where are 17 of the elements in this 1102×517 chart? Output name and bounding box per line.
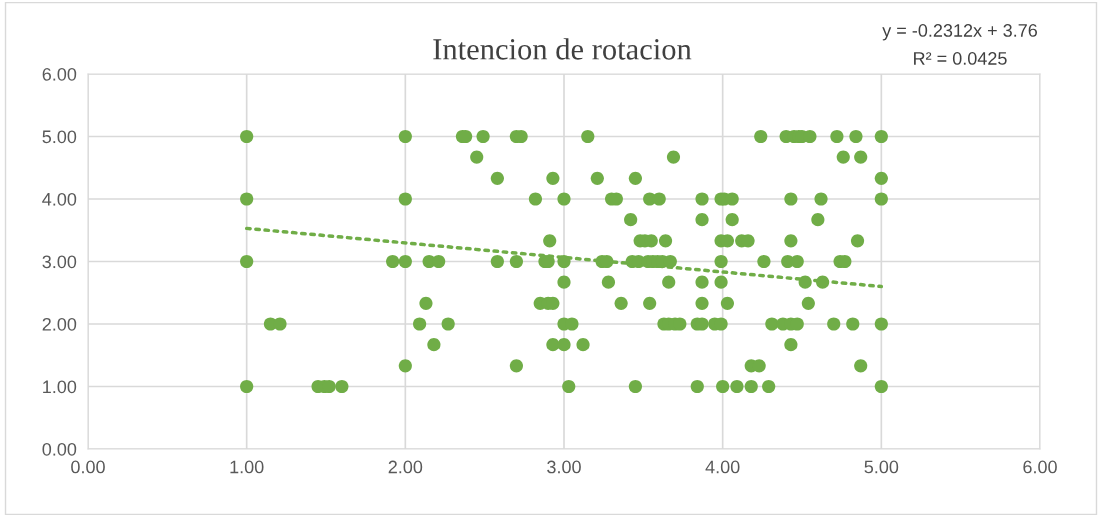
text: R² = 0.0425 xyxy=(914,52,1007,65)
x-tick-label: 5.00 xyxy=(864,460,899,474)
y-tick-label: 3.00 xyxy=(42,255,77,269)
y-tick-label: 6.00 xyxy=(42,67,77,81)
y-tick-label: 5.00 xyxy=(42,130,77,144)
x-tick-label: 3.00 xyxy=(547,460,581,474)
text: y = -0.2312x + 3.76 xyxy=(882,24,1037,41)
x-tick-label: 2.00 xyxy=(388,460,423,474)
x-tick-label: 1.00 xyxy=(230,460,264,474)
y-tick-label: 2.00 xyxy=(42,317,77,331)
chart-title: Intencion de rotacion xyxy=(433,38,692,60)
y-tick-label: 0.00 xyxy=(42,442,77,456)
y-tick-label: 4.00 xyxy=(42,192,77,206)
x-tick-label: 6.00 xyxy=(1023,460,1057,474)
x-tick-label: 4.00 xyxy=(705,460,740,474)
y-tick-label: 1.00 xyxy=(43,380,77,394)
x-tick-label: 0.00 xyxy=(71,460,105,474)
